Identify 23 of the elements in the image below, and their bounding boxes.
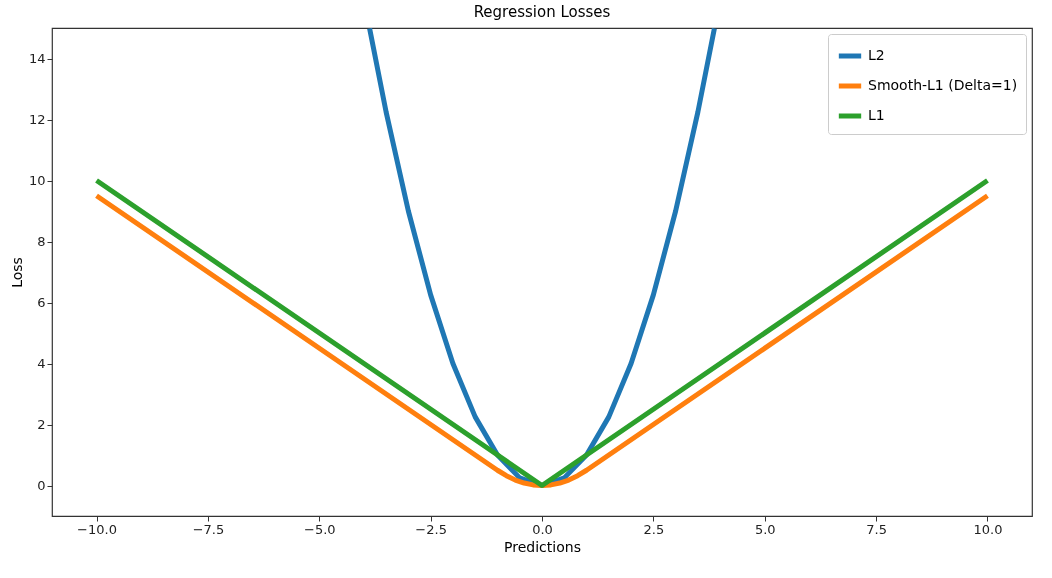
y-tick-label: 4 [37, 356, 46, 371]
legend-label: L1 [868, 107, 885, 123]
x-tick-label: −2.5 [415, 521, 447, 537]
y-tick-label: 2 [37, 417, 46, 432]
legend-label: Smooth-L1 (Delta=1) [868, 77, 1018, 93]
x-tick-label: −10.0 [77, 521, 117, 537]
x-tick-label: 0.0 [532, 521, 553, 537]
x-tick-label: 5.0 [754, 521, 776, 537]
x-tick-label: −7.5 [192, 521, 225, 537]
x-tick-label: −5.0 [303, 521, 336, 537]
x-tick-label: 2.5 [643, 521, 665, 537]
chart-title: Regression Losses [473, 3, 611, 21]
y-tick-label: 10 [28, 173, 46, 188]
y-tick-label: 8 [37, 234, 46, 249]
legend-label: L2 [868, 47, 885, 63]
y-axis-title: Loss [8, 257, 25, 288]
x-axis-title: Predictions [504, 538, 581, 555]
x-tick-label: 10.0 [973, 521, 1003, 537]
x-tick-label: 7.5 [866, 521, 887, 537]
y-tick-label: 6 [37, 295, 46, 310]
y-tick-label: 14 [28, 51, 46, 66]
y-tick-label: 0 [37, 478, 46, 493]
y-tick-label: 12 [28, 112, 46, 127]
